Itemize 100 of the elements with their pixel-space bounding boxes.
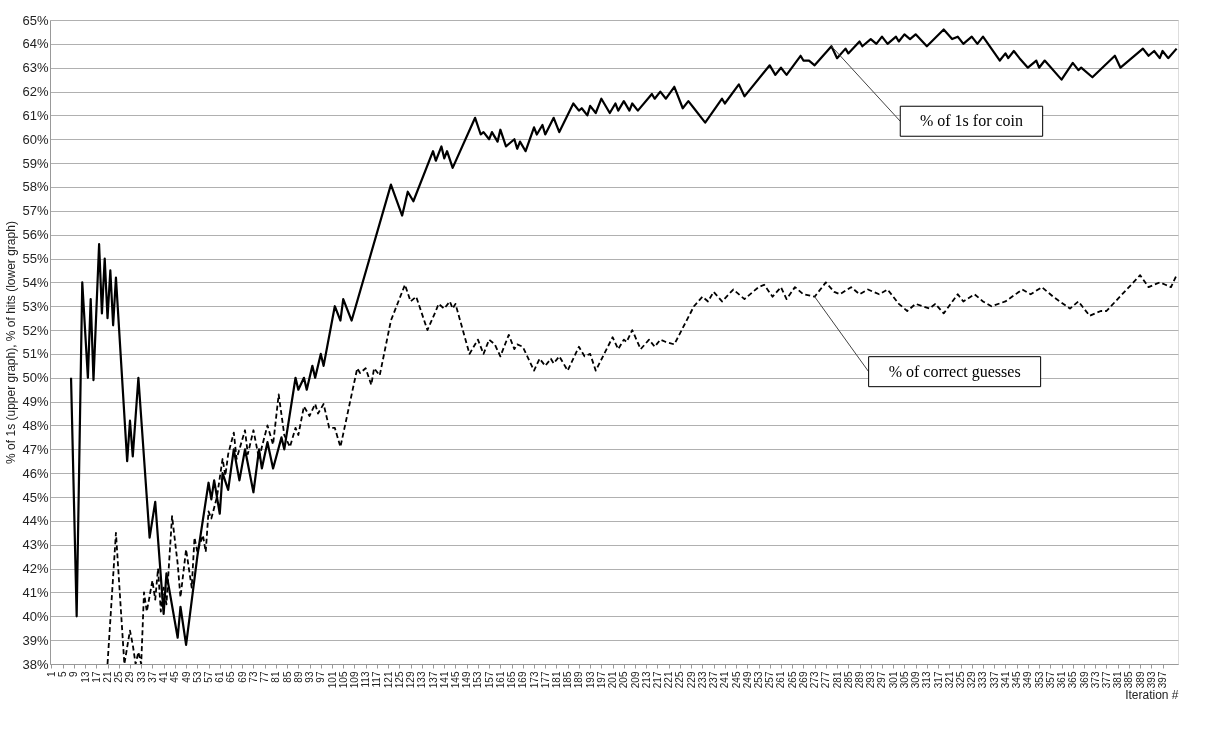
x-tick-label: 133 — [416, 671, 428, 689]
x-tick-label: 209 — [629, 671, 641, 689]
x-tick-label: 349 — [1022, 671, 1034, 689]
x-tick-label: 201 — [607, 671, 619, 689]
x-tick-label: 233 — [696, 671, 708, 689]
x-tick-label: 117 — [371, 671, 383, 688]
x-tick-label: 261 — [775, 671, 787, 689]
x-tick-label: 29 — [124, 671, 136, 683]
x-tick-label: 17 — [90, 671, 102, 683]
x-tick-label: 65 — [225, 671, 237, 683]
x-tick-label: 49 — [180, 671, 192, 683]
y-tick-label: 49% — [22, 394, 49, 410]
x-tick-label: 249 — [741, 671, 753, 689]
x-tick-label: 213 — [640, 671, 652, 689]
x-tick-label: 33 — [135, 671, 147, 683]
x-tick-label: 273 — [809, 671, 821, 689]
x-tick-label: 317 — [932, 671, 944, 689]
x-tick-label: 237 — [708, 671, 720, 689]
x-tick-label: 329 — [966, 671, 978, 689]
x-tick-label: 217 — [651, 671, 663, 689]
x-tick-label: 197 — [595, 671, 607, 689]
x-tick-label: 161 — [494, 671, 506, 689]
x-tick-label: 385 — [1123, 671, 1135, 689]
x-tick-label: 97 — [315, 671, 327, 683]
y-tick-label: 42% — [22, 561, 49, 577]
x-tick-label: 229 — [685, 671, 697, 689]
x-tick-label: 297 — [876, 671, 888, 689]
x-tick-label: 93 — [304, 671, 316, 683]
x-tick-label: 357 — [1044, 671, 1056, 689]
x-tick-label: 165 — [506, 671, 518, 689]
x-tick-label: 129 — [405, 671, 417, 689]
x-tick-label: 333 — [977, 671, 989, 689]
x-tick-label: 373 — [1089, 671, 1101, 689]
x-tick-label: 309 — [910, 671, 922, 689]
x-tick-label: 325 — [955, 671, 967, 689]
x-tick-label: 173 — [528, 671, 540, 689]
annotation: % of 1s for coin — [919, 112, 1024, 130]
x-tick-label: 341 — [999, 671, 1011, 689]
x-tick-label: 221 — [663, 671, 675, 689]
y-tick-label: 59% — [22, 155, 49, 171]
x-tick-label: 113 — [360, 671, 372, 688]
x-tick-label: 77 — [259, 671, 271, 683]
y-tick-label: 61% — [22, 107, 49, 123]
x-tick-label: 37 — [146, 671, 158, 683]
x-tick-label: 1 — [45, 671, 57, 678]
x-tick-label: 81 — [270, 671, 282, 683]
x-tick-label: 61 — [214, 671, 226, 683]
x-tick-label: 137 — [427, 671, 439, 689]
x-tick-label: 369 — [1078, 671, 1090, 689]
x-tick-label: 257 — [764, 671, 776, 689]
x-tick-label: 289 — [854, 671, 866, 689]
y-tick-label: 57% — [22, 203, 49, 219]
x-tick-label: 189 — [573, 671, 585, 689]
x-tick-label: 141 — [438, 671, 450, 689]
y-tick-label: 60% — [22, 131, 49, 147]
x-tick-label: 305 — [898, 671, 910, 689]
x-tick-label: 101 — [326, 671, 338, 689]
y-tick-label: 38% — [22, 656, 49, 672]
x-tick-label: 121 — [382, 671, 394, 689]
x-tick-label: 73 — [247, 671, 259, 683]
x-tick-label: 177 — [539, 671, 551, 689]
y-tick-label: 56% — [22, 227, 49, 243]
annotation: % of correct guesses — [888, 362, 1021, 381]
x-tick-label: 253 — [753, 671, 765, 689]
x-tick-label: 89 — [292, 671, 304, 683]
x-tick-label: 265 — [786, 671, 798, 689]
x-tick-label: 53 — [191, 671, 203, 683]
x-tick-label: 181 — [550, 671, 562, 689]
x-tick-label: 361 — [1056, 671, 1068, 689]
x-tick-label: 377 — [1100, 671, 1112, 689]
x-tick-label: 57 — [203, 671, 215, 683]
x-tick-label: 13 — [79, 671, 91, 683]
y-tick-label: 46% — [22, 465, 49, 481]
x-tick-label: 241 — [719, 671, 731, 689]
x-tick-label: 105 — [337, 671, 349, 689]
y-tick-label: 50% — [22, 370, 49, 386]
y-tick-label: 48% — [22, 417, 49, 433]
x-tick-label: 365 — [1067, 671, 1079, 689]
x-tick-label: 169 — [517, 671, 529, 689]
x-tick-label: 301 — [887, 671, 899, 689]
x-tick-label: 21 — [102, 671, 114, 683]
x-tick-label: 149 — [461, 671, 473, 689]
x-tick-label: 9 — [68, 671, 80, 678]
y-tick-label: 65% — [22, 12, 49, 28]
x-tick-label: 345 — [1011, 671, 1023, 689]
x-tick-label: 25 — [113, 671, 125, 683]
x-tick-label: 145 — [449, 671, 461, 689]
x-tick-label: 85 — [281, 671, 293, 683]
x-axis-title: Iteration # — [1125, 688, 1179, 703]
x-tick-label: 321 — [943, 671, 955, 689]
x-tick-label: 193 — [584, 671, 596, 689]
y-tick-label: 54% — [22, 274, 49, 290]
x-tick-label: 205 — [618, 671, 630, 689]
x-tick-label: 125 — [393, 671, 405, 689]
y-tick-label: 44% — [22, 513, 49, 529]
x-tick-label: 269 — [797, 671, 809, 689]
x-tick-label: 313 — [921, 671, 933, 689]
y-tick-label: 55% — [22, 251, 49, 267]
y-tick-label: 41% — [22, 584, 49, 600]
x-tick-label: 337 — [988, 671, 1000, 689]
